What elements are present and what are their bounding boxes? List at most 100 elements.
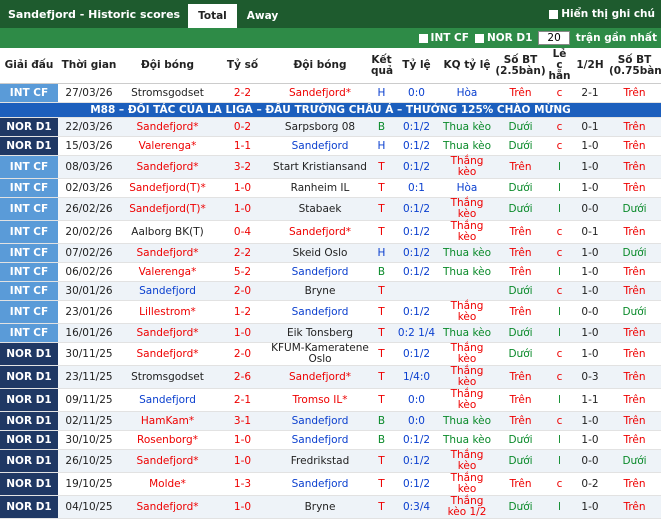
cell: 0-0 <box>572 449 608 473</box>
cell: T <box>370 342 393 366</box>
league: INT CF <box>0 155 58 179</box>
cell: Molde* <box>120 472 215 496</box>
cell: c <box>547 365 572 389</box>
cell: Thua kèo <box>440 430 494 450</box>
cell: 2-6 <box>215 365 270 389</box>
cell: 1-0 <box>572 323 608 343</box>
league: INT CF <box>0 262 58 282</box>
cell: Thắng kèo <box>440 365 494 389</box>
note-toggle[interactable]: Hiển thị ghi chú <box>549 8 655 20</box>
cell: 02/03/26 <box>58 178 120 198</box>
cell: Trên <box>494 365 547 389</box>
cell: Lillestrom* <box>120 300 215 324</box>
cell: 0:0 <box>393 83 440 103</box>
cell: 0:1/2 <box>393 117 440 137</box>
cell: Thua kèo <box>440 411 494 431</box>
filter[interactable]: NOR D1 <box>474 32 533 44</box>
cell: 0:1/2 <box>393 243 440 263</box>
cell: 0:1/2 <box>393 430 440 450</box>
cell: c <box>547 281 572 301</box>
filter-label: NOR D1 <box>486 32 533 44</box>
cell: 1-0 <box>572 430 608 450</box>
cell: Tromso IL* <box>270 388 370 412</box>
cell: Trên <box>494 220 547 244</box>
cell: 30/10/25 <box>58 430 120 450</box>
cell: Sandefjord <box>270 411 370 431</box>
cell: Aalborg BK(T) <box>120 220 215 244</box>
cell: Sandefjord <box>270 430 370 450</box>
cell: Sandefjord(T)* <box>120 178 215 198</box>
cell: l <box>547 155 572 179</box>
cell: Dưới <box>494 178 547 198</box>
cell: l <box>547 388 572 412</box>
cell: Trên <box>608 411 661 431</box>
cell: Sandefjord <box>270 472 370 496</box>
cell: Dưới <box>494 449 547 473</box>
cell: c <box>547 411 572 431</box>
league: INT CF <box>0 83 58 103</box>
column-header: Thời gian <box>58 48 120 84</box>
cell: 1-0 <box>572 243 608 263</box>
cell: 0:1/2 <box>393 472 440 496</box>
cell: 1-0 <box>572 262 608 282</box>
league: INT CF <box>0 300 58 324</box>
cell: Thắng kèo <box>440 220 494 244</box>
cell: 1-0 <box>215 495 270 519</box>
cell: 0:3/4 <box>393 495 440 519</box>
league: NOR D1 <box>0 388 58 412</box>
cell: Dưới <box>494 342 547 366</box>
cell: Dưới <box>608 300 661 324</box>
cell: Sandefjord* <box>120 323 215 343</box>
cell: 2-1 <box>572 83 608 103</box>
cell: Dưới <box>494 495 547 519</box>
count-select[interactable]: 20 <box>538 31 570 45</box>
tab[interactable]: Away <box>246 10 279 22</box>
filter-bar: INT CF NOR D1 20 trận gần nhất <box>0 28 661 48</box>
cell: 0:1/2 <box>393 136 440 156</box>
cell: Trên <box>608 83 661 103</box>
cell: Trên <box>608 136 661 156</box>
cell: 1-0 <box>215 197 270 221</box>
cell: B <box>370 411 393 431</box>
league: NOR D1 <box>0 430 58 450</box>
cell: 1-3 <box>215 472 270 496</box>
cell: Trên <box>494 83 547 103</box>
cell: 0-1 <box>572 220 608 244</box>
cell: 0:1/2 <box>393 220 440 244</box>
cell: 1-0 <box>572 178 608 198</box>
column-header: Giải đấu <box>0 48 58 84</box>
cell: Sandefjord <box>120 281 215 301</box>
cell: T <box>370 388 393 412</box>
header-row: Giải đấu Thời gian Đội bóng Tỷ số Đội bóng Kế… <box>0 48 661 84</box>
match-row: INT CF 16/01/26 Sandefjord* 1-0 Eik Tonsberg… <box>0 323 661 343</box>
league: INT CF <box>0 220 58 244</box>
cell: Sandefjord <box>270 136 370 156</box>
column-header: Tỷ số <box>215 48 270 84</box>
cell: B <box>370 117 393 137</box>
cell: Start Kristiansand <box>270 155 370 179</box>
cell: Sandefjord* <box>120 342 215 366</box>
cell: HamKam* <box>120 411 215 431</box>
cell: 20/02/26 <box>58 220 120 244</box>
cell: B <box>370 430 393 450</box>
cell: Sarpsborg 08 <box>270 117 370 137</box>
cell: l <box>547 262 572 282</box>
cell: Trên <box>608 342 661 366</box>
match-row: NOR D1 30/10/25 Rosenborg* 1-0 Sandefjord B 0:… <box>0 430 661 450</box>
cell: 0-0 <box>572 300 608 324</box>
cell: T <box>370 220 393 244</box>
match-row: NOR D1 02/11/25 HamKam* 3-1 Sandefjord B 0:0 Th… <box>0 411 661 431</box>
cell: Trên <box>494 472 547 496</box>
cell: Sandefjord* <box>120 155 215 179</box>
cell: l <box>547 197 572 221</box>
league: NOR D1 <box>0 411 58 431</box>
cell: Stabaek <box>270 197 370 221</box>
cell: 1/4:0 <box>393 365 440 389</box>
tab[interactable]: Total <box>188 4 237 28</box>
filter[interactable]: INT CF <box>418 32 469 44</box>
cell: c <box>547 342 572 366</box>
title: Sandefjord - Historic scores <box>8 7 181 21</box>
cell <box>440 281 494 301</box>
cell: Valerenga* <box>120 262 215 282</box>
cell: l <box>547 323 572 343</box>
